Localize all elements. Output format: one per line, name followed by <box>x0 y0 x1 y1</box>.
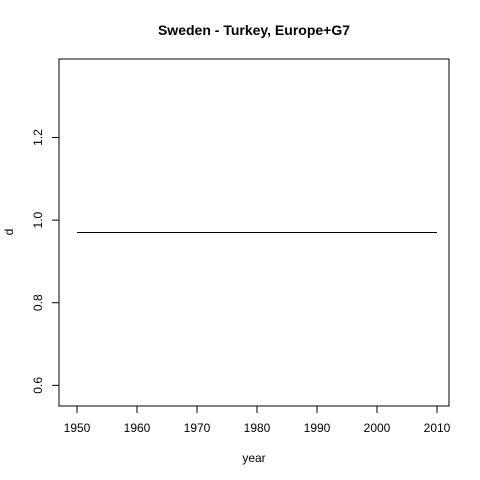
x-tick-label: 1950 <box>64 421 91 435</box>
x-tick-label: 2010 <box>424 421 451 435</box>
x-tick-label: 1990 <box>304 421 331 435</box>
x-tick-label: 1980 <box>244 421 271 435</box>
x-tick-label: 1970 <box>184 421 211 435</box>
y-tick-label: 0.8 <box>31 294 45 311</box>
y-tick-label: 0.6 <box>31 377 45 394</box>
y-axis-label: d <box>2 229 16 236</box>
x-axis-label: year <box>242 451 265 465</box>
y-axis: 0.6 0.8 1.0 1.2 <box>31 129 60 394</box>
x-tick-label: 1960 <box>124 421 151 435</box>
y-tick-label: 1.0 <box>31 211 45 228</box>
y-tick-label: 1.2 <box>31 129 45 146</box>
x-tick-label: 2000 <box>364 421 391 435</box>
x-axis: 1950 1960 1970 1980 1990 2000 2010 <box>64 405 451 435</box>
chart-title: Sweden - Turkey, Europe+G7 <box>158 22 350 38</box>
